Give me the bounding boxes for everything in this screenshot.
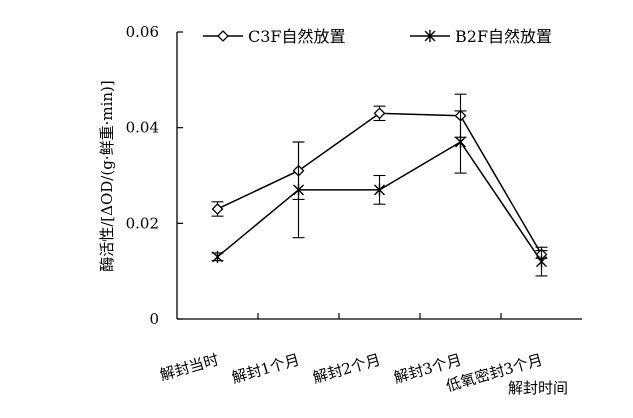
axes: [176, 32, 582, 320]
legend: C3F自然放置 B2F自然放置: [203, 27, 552, 46]
series-layer: [211, 93, 548, 277]
y-tick-label: 0: [149, 310, 159, 328]
y-tick-label: 0.02: [126, 214, 159, 232]
x-axis-title: 解封时间: [508, 379, 568, 397]
data-point: [424, 30, 436, 42]
data-point: [455, 136, 466, 149]
data-point: [374, 183, 385, 196]
y-ticks: 0 0.02 0.04 0.06: [126, 23, 183, 328]
data-point: [293, 183, 304, 196]
y-tick-label: 0.04: [126, 119, 159, 137]
legend-item: C3F自然放置: [203, 27, 346, 46]
legend-label: B2F自然放置: [455, 27, 552, 46]
x-category-label: 解封1个月: [230, 351, 302, 387]
data-point: [536, 255, 547, 268]
data-point: [211, 203, 224, 215]
x-category-label: 解封2个月: [311, 351, 383, 387]
data-point: [373, 107, 386, 120]
y-tick-label: 0.06: [126, 23, 159, 41]
legend-label: C3F自然放置: [248, 27, 346, 46]
series-2: [211, 110, 548, 277]
y-axis-title: 酶活性/[ΔOD/(g·鲜重·min)]: [98, 80, 116, 272]
x-category-label: 解封当时: [158, 351, 221, 385]
legend-item: B2F自然放置: [410, 27, 552, 46]
data-point: [212, 250, 223, 263]
data-point: [217, 30, 229, 42]
